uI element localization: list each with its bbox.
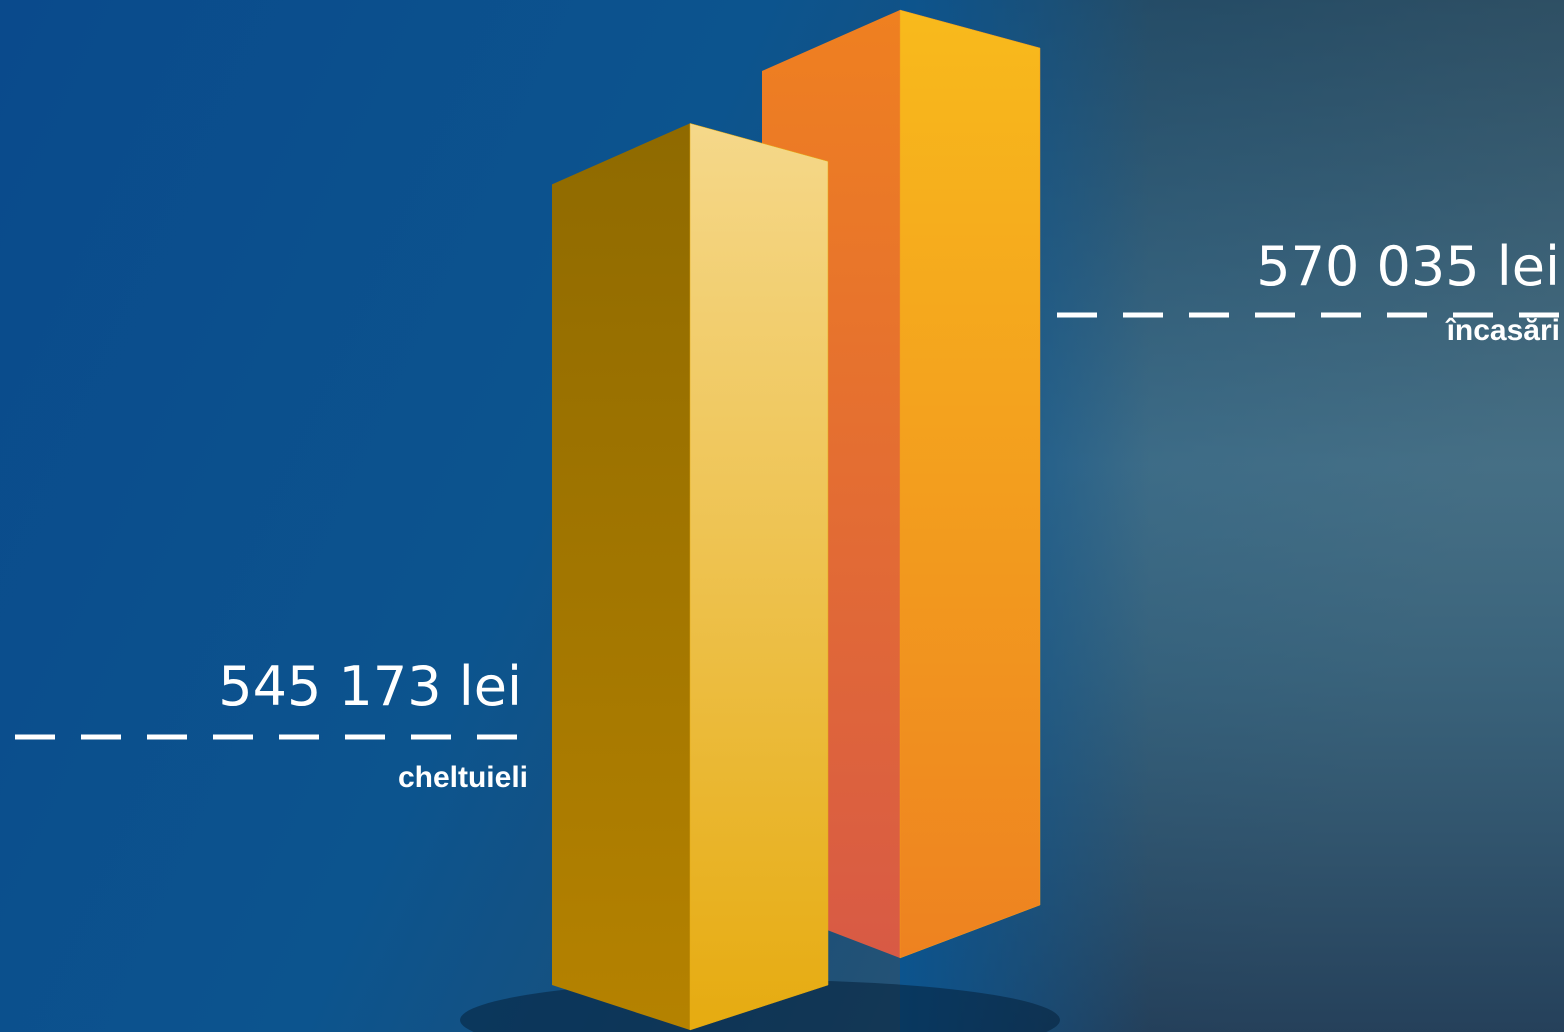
- bar-side-face: [900, 10, 1040, 958]
- category-label: cheltuieli: [398, 761, 528, 794]
- bar: [552, 123, 828, 1030]
- value-label: 570 035 lei: [1256, 235, 1560, 298]
- bars: [552, 10, 1040, 1030]
- value-label: 545 173 lei: [218, 655, 522, 718]
- category-label: încasări: [1445, 314, 1560, 347]
- page: 545 173 lei cheltuieli 570 035 lei încas…: [0, 0, 1564, 1032]
- chart: 545 173 lei cheltuieli 570 035 lei încas…: [0, 0, 1564, 1032]
- bar-side-face: [690, 123, 828, 1030]
- bar-front-face: [552, 123, 690, 1030]
